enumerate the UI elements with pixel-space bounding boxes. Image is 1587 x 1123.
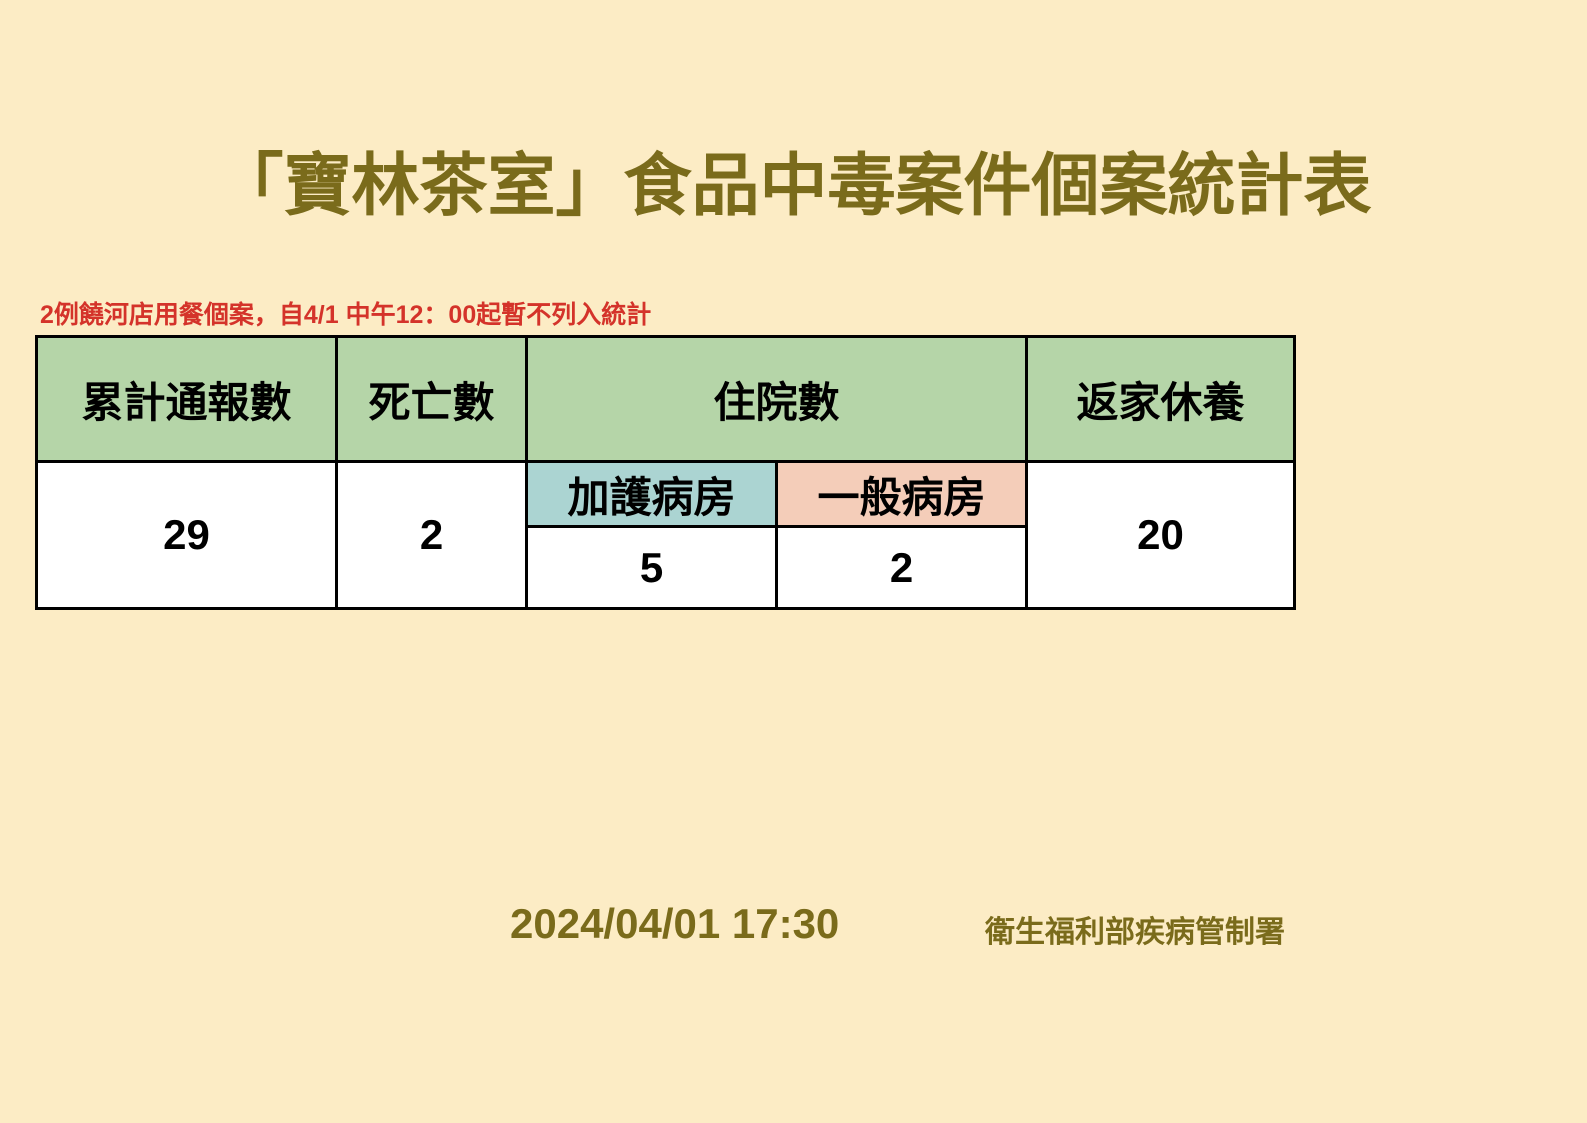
subcol-general-ward: 一般病房	[777, 462, 1027, 527]
value-home-recovery: 20	[1027, 462, 1295, 609]
value-deaths: 2	[337, 462, 527, 609]
stats-table: 累計通報數 死亡數 住院數 返家休養 29 2 加護病房 一般病房 20 5 2	[35, 335, 1296, 610]
col-hospitalized: 住院數	[527, 337, 1027, 462]
page-title: 「寶林茶室」食品中毒案件個案統計表	[0, 130, 1587, 229]
col-home-recovery: 返家休養	[1027, 337, 1295, 462]
issuing-agency: 衛生福利部疾病管制署	[985, 907, 1285, 951]
value-general-ward: 2	[777, 527, 1027, 609]
stats-table-container: 累計通報數 死亡數 住院數 返家休養 29 2 加護病房 一般病房 20 5 2	[35, 335, 1293, 610]
value-icu: 5	[527, 527, 777, 609]
value-total-reported: 29	[37, 462, 337, 609]
table-header-row: 累計通報數 死亡數 住院數 返家休養	[37, 337, 1295, 462]
table-subheader-row: 29 2 加護病房 一般病房 20	[37, 462, 1295, 527]
col-total-reported: 累計通報數	[37, 337, 337, 462]
col-deaths: 死亡數	[337, 337, 527, 462]
report-timestamp: 2024/04/01 17:30	[510, 900, 839, 948]
exclusion-note: 2例饒河店用餐個案，自4/1 中午12：00起暫不列入統計	[40, 295, 651, 331]
subcol-icu: 加護病房	[527, 462, 777, 527]
